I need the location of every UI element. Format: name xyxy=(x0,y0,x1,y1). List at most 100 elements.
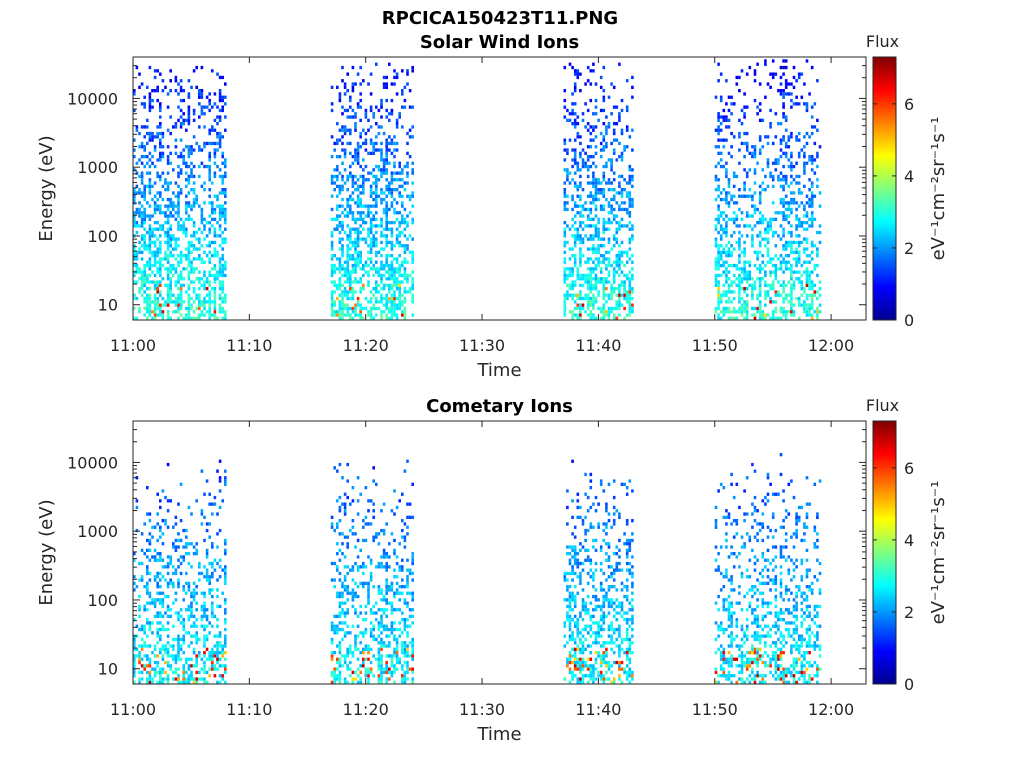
flux-cell xyxy=(224,95,227,99)
flux-cell xyxy=(615,293,619,297)
flux-cell xyxy=(182,641,185,645)
flux-cell xyxy=(330,561,334,566)
flux-cell xyxy=(177,92,180,96)
flux-cell xyxy=(369,188,373,192)
flux-cell xyxy=(195,237,198,241)
flux-cell xyxy=(224,207,227,212)
flux-cell xyxy=(182,161,185,165)
flux-cell xyxy=(156,254,159,258)
flux-cell xyxy=(738,290,741,294)
flux-cell xyxy=(618,118,621,122)
flux-cell xyxy=(784,85,788,89)
flux-cell xyxy=(216,122,219,126)
flux-cell xyxy=(336,469,339,473)
flux-cell xyxy=(198,306,201,311)
flux-cell xyxy=(382,608,386,612)
flux-cell xyxy=(148,519,152,523)
flux-cell xyxy=(367,509,370,513)
flux-cell xyxy=(808,158,811,162)
flux-cell xyxy=(784,296,788,301)
flux-cell xyxy=(354,181,357,185)
flux-cell xyxy=(205,164,209,169)
flux-cell xyxy=(377,561,381,566)
flux-cell xyxy=(359,260,362,264)
flux-cell xyxy=(727,178,731,182)
flux-cell xyxy=(393,141,396,146)
flux-cell xyxy=(576,227,580,231)
flux-cell xyxy=(769,257,772,261)
flux-cell xyxy=(346,72,349,76)
flux-cell xyxy=(174,611,178,615)
flux-cell xyxy=(745,194,749,198)
flux-cell xyxy=(179,519,183,523)
flux-cell xyxy=(156,174,159,179)
flux-cell xyxy=(803,207,806,212)
flux-cell xyxy=(359,230,362,235)
flux-cell xyxy=(380,608,383,612)
flux-cell xyxy=(719,158,723,162)
flux-cell xyxy=(341,293,344,297)
flux-cell xyxy=(395,303,399,307)
flux-cell xyxy=(338,604,342,609)
flux-cell xyxy=(573,234,577,238)
flux-cell xyxy=(372,112,375,116)
flux-cell xyxy=(764,270,767,274)
flux-cell xyxy=(395,260,399,264)
flux-cell xyxy=(349,667,352,671)
flux-cell xyxy=(758,306,762,311)
flux-cell xyxy=(808,217,811,221)
flux-cell xyxy=(153,89,157,93)
flux-cell xyxy=(714,178,718,182)
flux-cell xyxy=(388,207,391,212)
flux-cell xyxy=(148,287,152,291)
flux-cell xyxy=(218,575,222,579)
flux-cell xyxy=(354,581,357,585)
flux-cell xyxy=(377,108,381,113)
flux-cell xyxy=(594,191,598,195)
flux-cell xyxy=(192,230,196,235)
flux-cell xyxy=(743,240,746,245)
flux-cell xyxy=(174,637,178,642)
flux-cell xyxy=(195,624,198,628)
flux-cell xyxy=(385,178,388,182)
flux-cell xyxy=(221,280,224,284)
flux-cell xyxy=(153,207,157,212)
flux-cell xyxy=(182,634,185,638)
flux-cell xyxy=(764,188,767,192)
flux-cell xyxy=(782,197,785,202)
flux-cell xyxy=(605,221,608,225)
flux-cell xyxy=(224,644,227,648)
flux-cell xyxy=(166,230,170,235)
flux-cell xyxy=(224,194,227,198)
flux-cell xyxy=(393,627,396,632)
flux-cell xyxy=(359,290,362,294)
flux-cell xyxy=(372,234,375,238)
flux-cell xyxy=(221,591,224,595)
flux-cell xyxy=(586,267,590,271)
flux-cell xyxy=(338,660,342,665)
flux-cell xyxy=(385,171,388,175)
flux-cell xyxy=(146,277,149,281)
flux-cell xyxy=(607,217,611,221)
flux-cell xyxy=(566,267,569,271)
flux-cell xyxy=(563,207,567,212)
flux-cell xyxy=(756,105,759,109)
flux-cell xyxy=(597,221,600,225)
flux-cell xyxy=(411,260,414,264)
flux-cell xyxy=(190,148,193,152)
flux-cell xyxy=(602,191,606,195)
flux-cell xyxy=(372,197,375,202)
flux-cell xyxy=(380,115,383,119)
flux-cell xyxy=(576,122,580,126)
flux-cell xyxy=(803,303,806,307)
flux-cell xyxy=(808,273,811,278)
flux-cell xyxy=(346,263,349,268)
flux-cell xyxy=(599,204,603,208)
flux-cell xyxy=(369,230,373,235)
flux-cell xyxy=(185,660,188,665)
flux-cell xyxy=(393,277,396,281)
flux-cell xyxy=(224,310,227,314)
flux-cell xyxy=(395,657,399,661)
flux-cell xyxy=(584,151,587,155)
flux-cell xyxy=(359,306,362,311)
